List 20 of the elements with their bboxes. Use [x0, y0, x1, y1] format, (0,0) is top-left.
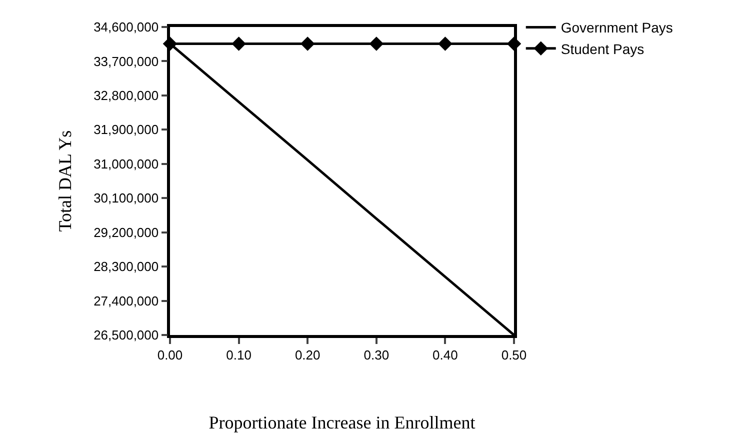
y-axis-title: Total DAL Ys	[54, 130, 75, 232]
y-tick-label: 34,600,000	[94, 20, 159, 35]
y-tick-label: 29,200,000	[94, 224, 159, 240]
y-tick-label: 28,300,000	[94, 259, 159, 274]
y-tick-label: 31,900,000	[94, 122, 159, 138]
legend-label: Government Pays	[560, 20, 673, 36]
y-tick-label: 33,700,000	[94, 54, 159, 69]
x-tick-label: 0.50	[501, 347, 527, 362]
y-tick-label: 32,800,000	[94, 88, 159, 103]
x-axis-title: Proportionate Increase in Enrollment	[208, 412, 476, 432]
x-tick-label: 0.00	[157, 347, 183, 362]
x-tick-label: 0.30	[364, 347, 390, 362]
y-tick-label: 27,400,000	[94, 293, 159, 308]
y-tick-label: 30,100,000	[94, 190, 159, 206]
x-tick-label: 0.40	[432, 347, 458, 362]
y-tick-label: 31,000,000	[94, 156, 159, 172]
x-tick-label: 0.20	[294, 347, 320, 362]
legend-label: Student Pays	[560, 40, 644, 57]
x-tick-label: 0.10	[226, 347, 252, 362]
y-tick-label: 26,500,000	[94, 328, 159, 343]
